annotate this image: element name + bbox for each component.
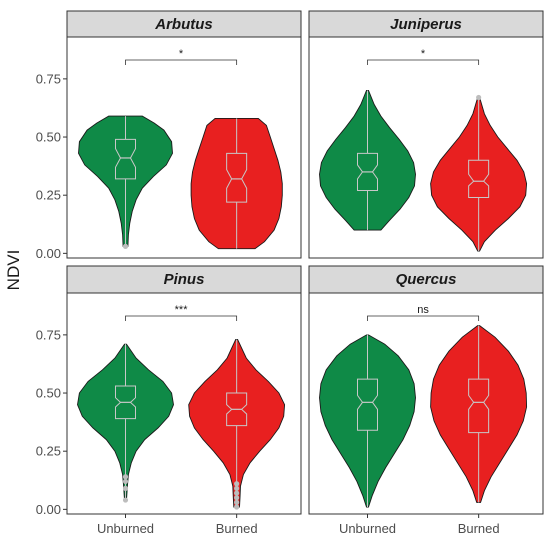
y-tick-label: 0.25 <box>36 444 61 459</box>
box-burned <box>226 392 248 427</box>
x-tick-label: Unburned <box>97 521 154 536</box>
y-tick-label: 0.75 <box>36 327 61 342</box>
violin-unburned <box>319 334 416 508</box>
outlier-point <box>234 504 240 510</box>
significance-bracket <box>367 315 480 321</box>
facet-panel: Pinus *** 0.00 0.25 0.50 0.75 Unburned Burned <box>36 265 302 536</box>
strip-title: Quercus <box>396 271 457 288</box>
strip-background <box>66 10 302 38</box>
x-tick-label: Unburned <box>339 521 396 536</box>
significance-label: * <box>421 48 426 60</box>
strip-title: Arbutus <box>154 16 213 33</box>
y-tick-label: 0.50 <box>36 130 61 145</box>
outlier-point <box>234 485 240 492</box>
facet-panel: Arbutus * 0.00 0.25 0.50 0.75 <box>36 10 302 261</box>
outlier-point <box>234 499 240 505</box>
strip-title: Juniperus <box>390 16 462 33</box>
panels-layer: Arbutus * 0.00 0.25 0.50 0.75 Juniperus * Pinus *… <box>36 10 544 536</box>
y-axis-label: NDVI <box>4 250 23 291</box>
facet-panel: Quercus ns Unburned Burned <box>308 265 544 536</box>
violin-burned <box>188 339 286 508</box>
significance-bracket <box>125 59 238 65</box>
box-burned <box>226 152 248 203</box>
x-tick-label: Burned <box>458 521 500 536</box>
y-tick-label: 0.00 <box>36 246 61 261</box>
significance-label: * <box>179 48 184 60</box>
outlier-point <box>122 474 129 480</box>
significance-label: *** <box>175 304 189 316</box>
box-unburned <box>357 152 378 192</box>
strip-title: Pinus <box>164 271 205 288</box>
outlier-point <box>122 478 129 485</box>
outlier-point <box>122 485 129 492</box>
box-unburned <box>115 138 136 180</box>
outlier-point <box>234 490 240 496</box>
box-unburned <box>357 378 378 431</box>
outlier-point <box>122 497 129 503</box>
y-tick-label: 0.00 <box>36 502 61 517</box>
box-burned <box>468 378 490 434</box>
y-tick-label: 0.75 <box>36 71 61 86</box>
significance-bracket <box>367 59 480 65</box>
significance-label: ns <box>417 304 429 316</box>
outlier-point <box>476 94 482 101</box>
outlier-point <box>122 243 129 249</box>
outlier-point <box>234 481 240 487</box>
outlier-point <box>234 495 240 501</box>
y-tick-label: 0.50 <box>36 386 61 401</box>
violin-burned <box>190 117 283 250</box>
significance-bracket <box>125 315 238 321</box>
strip-background <box>308 265 544 294</box>
y-tick-label: 0.25 <box>36 188 61 203</box>
x-tick-label: Burned <box>216 521 258 536</box>
facet-panel: Juniperus * <box>308 10 544 259</box>
violin-unburned <box>319 90 416 231</box>
box-unburned <box>115 385 136 420</box>
box-burned <box>468 159 490 199</box>
violin-burned <box>430 325 528 503</box>
